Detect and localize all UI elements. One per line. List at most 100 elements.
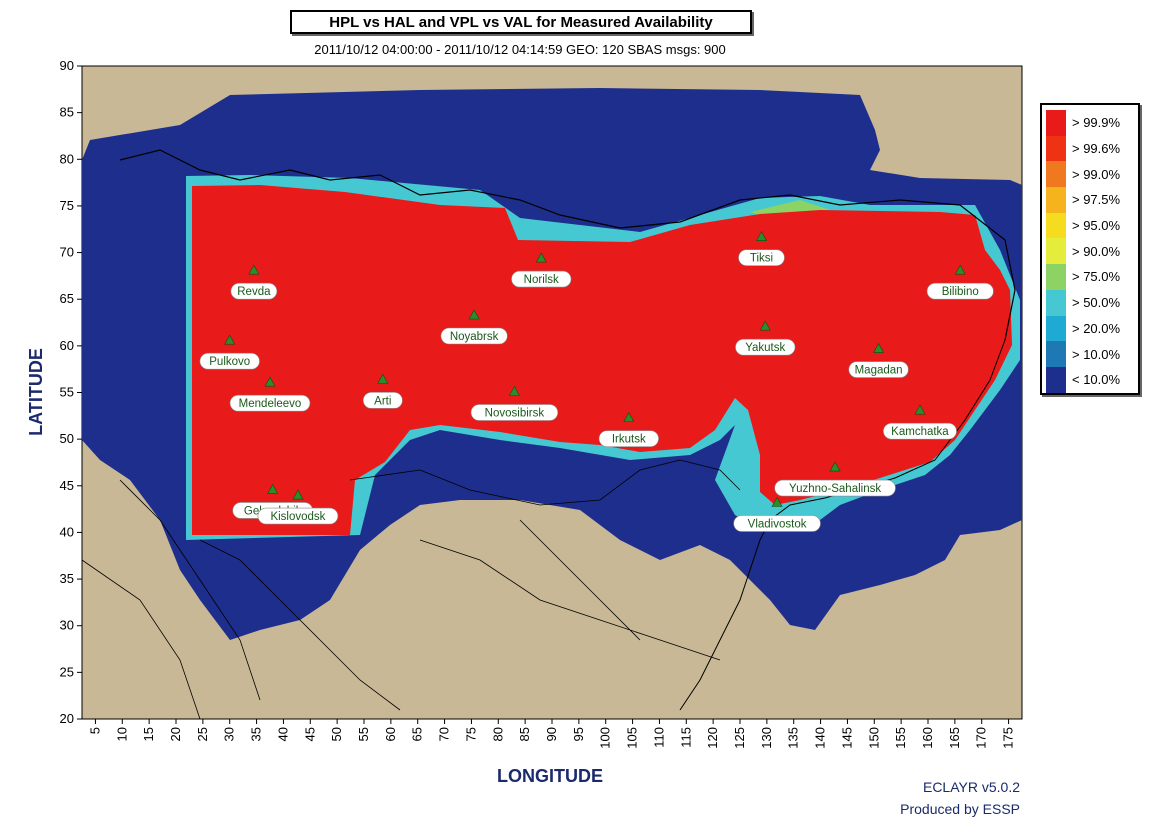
- software-version: ECLAYR v5.0.2: [922, 779, 1020, 795]
- x-tick-label: 25: [195, 727, 210, 741]
- x-tick-label: 155: [893, 727, 908, 749]
- station-label-box: [926, 282, 994, 300]
- x-tick-label: 5: [87, 727, 102, 734]
- station-name: Kislovodsk: [270, 511, 325, 523]
- x-axis-ticks: 5 10 15 20 25 30 35 40 45 50 55 60 65 70 75 80 85 90 95 100…: [87, 719, 1016, 749]
- station-label-box: [440, 327, 508, 345]
- x-tick-label: 50: [329, 727, 344, 741]
- legend-label: > 95.0%: [1072, 218, 1121, 234]
- station-triangle-icon: [264, 376, 276, 387]
- legend-swatch: [1046, 341, 1066, 367]
- station-marker: Tiksi: [738, 231, 785, 266]
- station-triangle-icon: [468, 309, 480, 320]
- legend-label: > 50.0%: [1072, 295, 1121, 311]
- x-tick-label: 105: [625, 727, 640, 749]
- station-marker: Irkutsk: [598, 412, 659, 447]
- station-name: Vladivostok: [748, 519, 807, 531]
- station-name: Pulkovo: [209, 356, 250, 368]
- legend-swatch: [1046, 238, 1066, 265]
- y-tick-label: 45: [60, 478, 74, 493]
- legend-label: > 75.0%: [1072, 269, 1121, 285]
- legend-label: > 99.0%: [1072, 166, 1121, 182]
- station-label-box: [257, 507, 339, 525]
- station-label-box: [511, 270, 572, 288]
- x-tick-label: 130: [759, 727, 774, 749]
- chart-title: HPL vs HAL and VPL vs VAL for Measured A…: [290, 10, 752, 34]
- x-tick-label: 110: [651, 727, 666, 748]
- legend-entry: > 99.6%: [1046, 135, 1134, 162]
- legend-label: > 90.0%: [1072, 243, 1121, 259]
- station-label-box: [229, 394, 311, 412]
- station-triangle-icon: [292, 489, 304, 500]
- station-triangle-icon: [759, 320, 771, 331]
- high-availability-region: [192, 185, 1012, 535]
- x-tick-label: 80: [490, 727, 505, 741]
- station-triangle-icon: [829, 461, 841, 472]
- y-tick-label: 35: [60, 571, 74, 586]
- x-tick-label: 65: [410, 727, 425, 741]
- legend-swatch: [1046, 110, 1066, 136]
- station-label-box: [738, 249, 785, 266]
- x-tick-label: 115: [678, 727, 693, 748]
- legend-entry: > 95.0%: [1046, 212, 1134, 239]
- legend-swatch: [1046, 264, 1066, 290]
- legend-entry: > 97.5%: [1046, 187, 1134, 213]
- station-name: Yakutsk: [745, 342, 785, 354]
- station-triangle-icon: [873, 342, 885, 353]
- x-tick-label: 120: [705, 727, 720, 749]
- station-triangle-icon: [954, 264, 966, 275]
- station-triangle-icon: [914, 404, 926, 415]
- y-tick-label: 90: [60, 58, 74, 73]
- station-name: Kamchatka: [891, 426, 949, 438]
- station-marker: Revda: [230, 264, 278, 300]
- y-tick-label: 55: [60, 385, 74, 400]
- x-tick-label: 100: [598, 727, 613, 749]
- y-tick-label: 30: [60, 618, 74, 633]
- x-tick-label: 165: [947, 727, 962, 749]
- station-label-box: [199, 352, 260, 370]
- station-marker: Yakutsk: [735, 320, 796, 356]
- legend-swatch: [1046, 135, 1066, 162]
- station-marker: Novosibirsk: [470, 385, 559, 421]
- legend-swatch: [1046, 161, 1066, 188]
- station-triangle-icon: [755, 231, 767, 241]
- y-tick-label: 50: [60, 431, 74, 446]
- station-triangle-icon: [623, 412, 635, 422]
- x-tick-label: 40: [275, 727, 290, 741]
- station-marker: Yuzhno-Sahalinsk: [774, 461, 896, 497]
- y-tick-label: 80: [60, 151, 74, 166]
- station-name: Tiksi: [750, 253, 773, 265]
- station-label-box: [230, 282, 278, 300]
- y-axis-ticks: 90 85 80 75 70 65 60 55 50 45 40 35 30 25 20: [60, 58, 82, 726]
- station-triangle-icon: [771, 496, 783, 507]
- station-name: Norilsk: [524, 274, 559, 286]
- x-tick-label: 35: [249, 727, 264, 741]
- x-tick-label: 160: [920, 727, 935, 749]
- legend-entry: > 50.0%: [1046, 289, 1134, 316]
- station-name: Revda: [237, 286, 271, 298]
- x-tick-label: 15: [141, 727, 156, 741]
- station-name: Magadan: [855, 365, 903, 377]
- x-tick-label: 45: [302, 727, 317, 741]
- x-tick-label: 140: [813, 727, 828, 749]
- station-label-box: [362, 392, 403, 409]
- x-tick-label: 10: [114, 727, 129, 741]
- station-marker: Magadan: [848, 342, 909, 378]
- legend-label: > 97.5%: [1072, 192, 1121, 208]
- x-tick-label: 145: [839, 727, 854, 749]
- station-label-box: [774, 479, 896, 497]
- legend-label: > 10.0%: [1072, 346, 1121, 362]
- x-tick-label: 85: [517, 727, 532, 741]
- station-triangle-icon: [267, 483, 279, 494]
- legend-entry: < 10.0%: [1046, 366, 1134, 393]
- station-name: Yuzhno-Sahalinsk: [789, 483, 881, 495]
- x-axis-title: LONGITUDE: [497, 766, 603, 786]
- x-tick-label: 30: [222, 727, 237, 741]
- y-tick-label: 25: [60, 664, 74, 679]
- coastline: [119, 149, 1016, 341]
- legend-swatch: [1046, 187, 1066, 213]
- x-tick-label: 150: [866, 727, 881, 749]
- station-label-box: [598, 430, 659, 447]
- legend-label: > 99.9%: [1072, 115, 1121, 131]
